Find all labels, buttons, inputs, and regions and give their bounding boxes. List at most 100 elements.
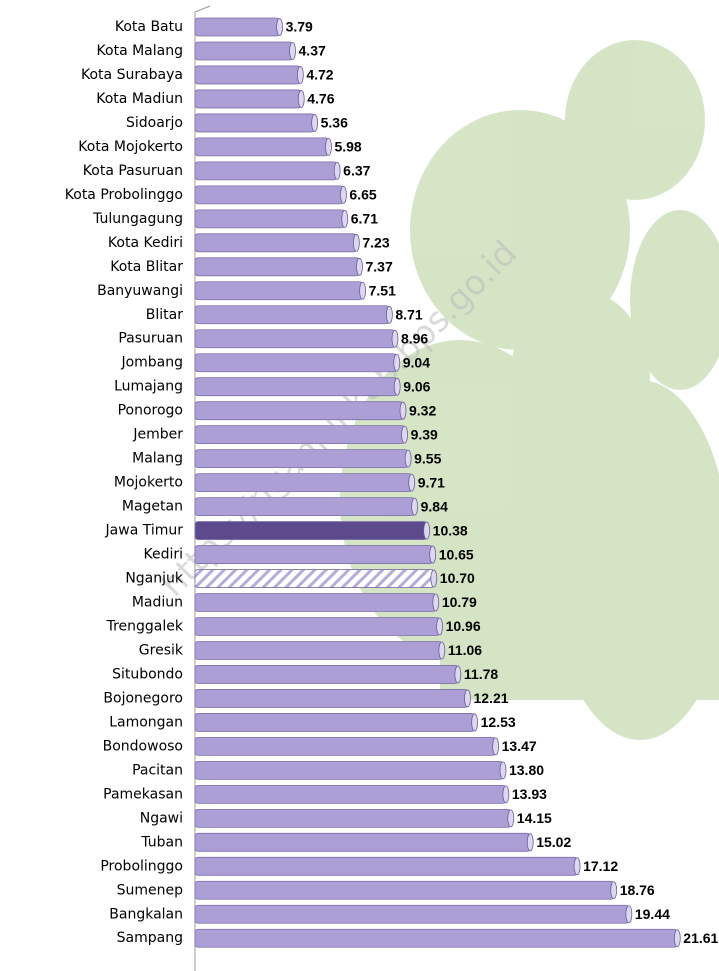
category-label: Jombang [120, 355, 183, 371]
bar [194, 17, 280, 37]
bar-cap [411, 497, 419, 516]
value-label: 10.65 [439, 546, 474, 562]
value-label: 15.02 [536, 834, 571, 850]
category-label: Bondowoso [103, 738, 183, 754]
bar-cap [573, 857, 581, 876]
value-label: 13.80 [509, 762, 544, 778]
value-label: 10.79 [442, 594, 477, 610]
bar-cap [340, 185, 347, 204]
value-label: 21.61 [683, 930, 718, 946]
bar [194, 113, 316, 133]
bar [194, 689, 468, 708]
category-label: Nganjuk [125, 571, 184, 587]
category-label: Kediri [143, 547, 183, 563]
category-label: Gresik [139, 642, 184, 658]
bar [194, 377, 398, 397]
category-label: Kota Probolinggo [65, 187, 183, 203]
value-label: 10.38 [433, 522, 468, 538]
bar-cap [296, 66, 304, 84]
value-label: 3.79 [286, 19, 313, 35]
bar [194, 353, 398, 373]
category-label: Sidoarjo [126, 115, 183, 131]
value-label: 9.55 [414, 450, 441, 466]
bar-cap [408, 473, 416, 492]
bar [194, 449, 409, 469]
bar-cap [432, 593, 440, 612]
bar [194, 760, 504, 780]
value-label: 13.93 [512, 786, 547, 802]
bar [194, 257, 360, 277]
bar-cap [438, 641, 446, 660]
bar-cap [429, 545, 437, 564]
bar-cap [526, 833, 534, 852]
category-label: Bangkalan [109, 906, 183, 922]
value-label: 10.96 [446, 618, 481, 634]
bar [194, 880, 615, 900]
value-label: 5.98 [334, 139, 361, 155]
bar-cap [436, 617, 444, 636]
value-label: 6.71 [351, 211, 378, 227]
bar [194, 784, 507, 804]
background-shapes [340, 40, 719, 740]
value-label: 17.12 [583, 858, 618, 874]
bar-cap [423, 521, 431, 540]
bar [194, 808, 512, 828]
category-label: Pasuruan [118, 331, 183, 347]
bar [194, 521, 428, 540]
bar-cap [311, 114, 319, 132]
category-label: Sumenep [117, 882, 183, 898]
category-label: Jember [132, 427, 183, 443]
bar [194, 641, 443, 660]
bar-cap [333, 161, 341, 180]
bar-cap [430, 569, 438, 588]
bar-cap [499, 761, 507, 780]
value-label: 9.39 [411, 426, 438, 442]
value-label: 13.47 [502, 738, 537, 754]
category-label: Tulungagung [92, 211, 183, 227]
category-label: Pamekasan [103, 786, 183, 802]
bar-cap [276, 18, 283, 36]
bar-cap [393, 353, 401, 372]
category-label: Bojonegoro [103, 690, 183, 706]
value-label: 7.23 [362, 235, 389, 251]
category-label: Ngawi [140, 810, 183, 826]
bar-cap [404, 449, 412, 468]
bar-cap [289, 42, 296, 60]
value-label: 14.15 [517, 810, 552, 826]
bar-cap [356, 257, 363, 276]
value-label: 5.36 [321, 115, 348, 131]
bar-cap [610, 881, 618, 900]
value-label: 11.06 [448, 642, 482, 658]
category-label: Lumajang [114, 379, 183, 395]
value-label: 9.04 [403, 354, 430, 370]
bar [194, 928, 678, 948]
category-label: Situbondo [112, 666, 183, 682]
bar-cap [325, 137, 332, 156]
value-label: 8.71 [395, 306, 422, 322]
bar [194, 617, 441, 636]
value-label: 6.37 [343, 163, 370, 179]
category-label: Kota Surabaya [81, 67, 183, 83]
bar-cap [297, 90, 305, 108]
category-label: Magetan [122, 499, 183, 515]
value-label: 19.44 [635, 906, 670, 922]
bar [194, 593, 437, 612]
bar [194, 89, 302, 109]
category-label: Probolinggo [100, 858, 183, 874]
value-label: 9.84 [421, 498, 448, 514]
bar-cap [471, 713, 479, 732]
value-label: 18.76 [620, 882, 655, 898]
bar [194, 305, 390, 325]
value-label: 9.71 [418, 474, 445, 490]
value-label: 4.72 [306, 67, 333, 83]
bar-cap [507, 809, 515, 828]
category-label: Blitar [146, 307, 183, 323]
bar [194, 233, 357, 253]
value-label: 7.51 [369, 282, 396, 298]
value-label: 4.76 [307, 91, 334, 107]
bar [194, 401, 404, 421]
category-label: Pacitan [132, 762, 183, 778]
category-label: Sampang [117, 930, 183, 946]
